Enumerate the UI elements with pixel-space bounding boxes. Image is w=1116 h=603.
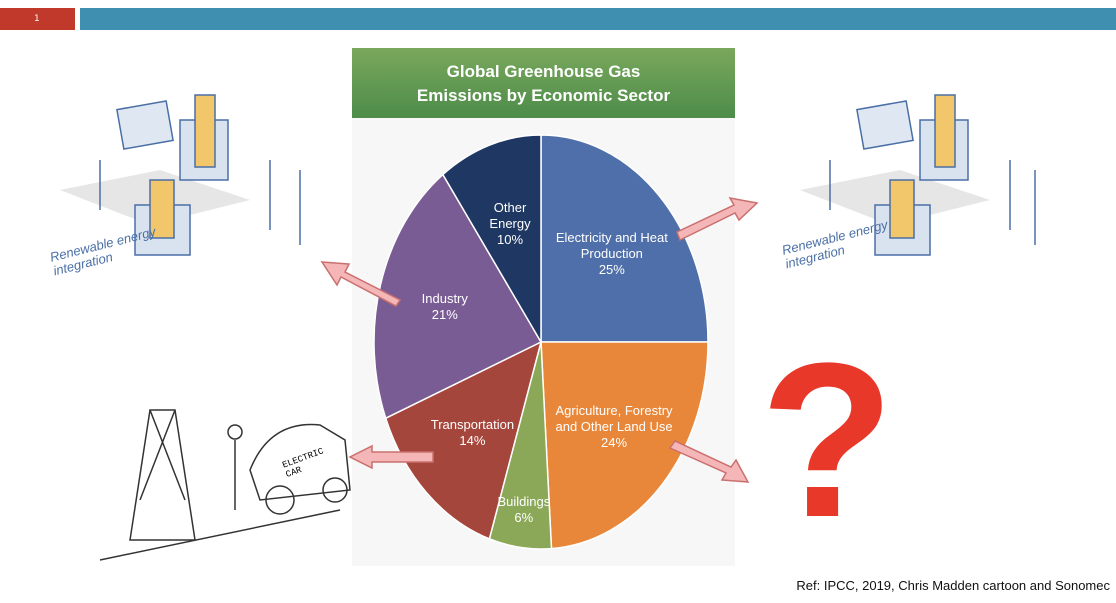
renewable-illustration-right — [800, 94, 1036, 256]
arrows — [320, 196, 759, 483]
slice-name: Other Energy — [489, 199, 531, 231]
arrow — [320, 261, 402, 307]
arrow — [668, 440, 750, 483]
slice-value: 6% — [514, 510, 534, 526]
pie-slice — [373, 173, 543, 420]
question-mark: ? — [760, 317, 895, 563]
slice-label: Industry 21% — [380, 291, 510, 323]
pie-slice — [384, 340, 543, 540]
slice-name: Transportation — [430, 416, 515, 432]
pie-slice — [540, 134, 709, 343]
slice-value: 25% — [598, 262, 625, 278]
slice-label: Other Energy 10% — [475, 200, 545, 248]
slice-name: Buildings — [497, 494, 551, 510]
slice-name: Agriculture, Forestry and Other Land Use — [555, 403, 673, 435]
arrow — [348, 444, 434, 470]
slice-label: Electricity and Heat Production 25% — [547, 230, 677, 278]
reference: Ref: IPCC, 2019, Chris Madden cartoon an… — [796, 578, 1110, 593]
slice-label: Buildings 6% — [489, 494, 559, 526]
slice-name: Electricity and Heat Production — [555, 230, 668, 262]
chart-title: Global Greenhouse Gas Emissions by Econo… — [416, 62, 671, 105]
arrow — [676, 196, 759, 242]
slice-value: 10% — [497, 231, 524, 247]
slide-number: 1 — [34, 14, 40, 24]
slice-value: 21% — [431, 307, 458, 323]
slide-number-box — [0, 8, 75, 30]
slice-name: Industry — [421, 291, 468, 307]
pie — [373, 134, 709, 550]
slice-value: 24% — [601, 435, 628, 451]
pie-slice — [441, 134, 542, 345]
pie-slice — [540, 341, 709, 550]
renewable-illustration-left — [60, 94, 301, 256]
cartoon — [99, 409, 351, 561]
title-band — [352, 48, 735, 118]
header-bar — [80, 8, 1116, 30]
slice-value: 14% — [459, 432, 486, 448]
slice-label: Transportation 14% — [407, 417, 537, 449]
slice-label: Agriculture, Forestry and Other Land Use… — [549, 403, 679, 451]
